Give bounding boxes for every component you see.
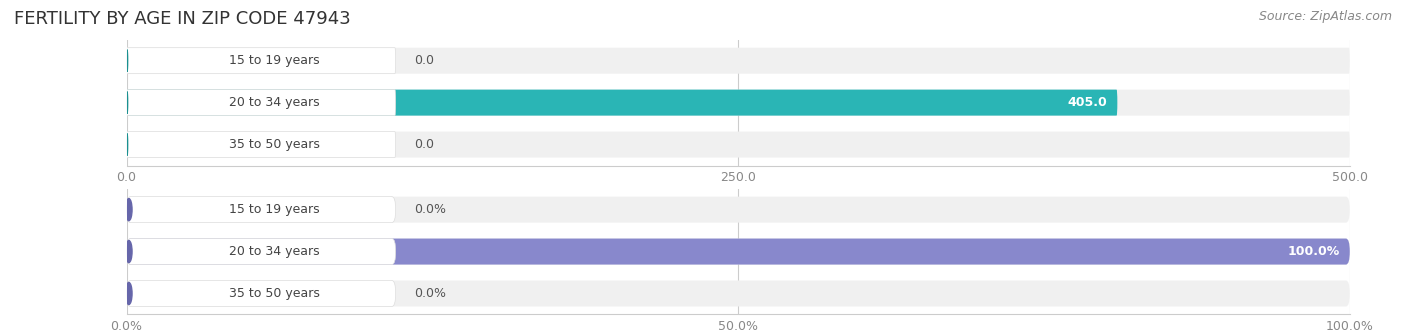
Text: 0.0%: 0.0%	[413, 287, 446, 300]
FancyBboxPatch shape	[127, 239, 395, 264]
Circle shape	[125, 282, 132, 305]
Text: FERTILITY BY AGE IN ZIP CODE 47943: FERTILITY BY AGE IN ZIP CODE 47943	[14, 10, 352, 28]
Text: 15 to 19 years: 15 to 19 years	[229, 54, 319, 67]
FancyBboxPatch shape	[127, 197, 1350, 223]
Text: 100.0%: 100.0%	[1288, 245, 1340, 258]
Text: 405.0: 405.0	[1067, 96, 1108, 109]
Text: 15 to 19 years: 15 to 19 years	[229, 203, 319, 216]
FancyBboxPatch shape	[127, 48, 395, 74]
Text: Source: ZipAtlas.com: Source: ZipAtlas.com	[1258, 10, 1392, 23]
Text: 35 to 50 years: 35 to 50 years	[229, 287, 321, 300]
Text: 0.0: 0.0	[413, 138, 434, 151]
Circle shape	[125, 241, 132, 262]
FancyBboxPatch shape	[127, 90, 1118, 116]
FancyBboxPatch shape	[127, 90, 395, 116]
FancyBboxPatch shape	[127, 131, 395, 158]
FancyBboxPatch shape	[127, 90, 1350, 116]
Text: 35 to 50 years: 35 to 50 years	[229, 138, 321, 151]
FancyBboxPatch shape	[127, 239, 1350, 264]
Text: 20 to 34 years: 20 to 34 years	[229, 96, 319, 109]
Text: 0.0: 0.0	[413, 54, 434, 67]
Circle shape	[125, 199, 132, 221]
FancyBboxPatch shape	[127, 131, 1350, 158]
FancyBboxPatch shape	[127, 239, 1350, 264]
FancyBboxPatch shape	[127, 280, 395, 307]
Text: 20 to 34 years: 20 to 34 years	[229, 245, 319, 258]
FancyBboxPatch shape	[127, 197, 395, 223]
FancyBboxPatch shape	[127, 280, 1350, 307]
Text: 0.0%: 0.0%	[413, 203, 446, 216]
FancyBboxPatch shape	[127, 48, 1350, 74]
